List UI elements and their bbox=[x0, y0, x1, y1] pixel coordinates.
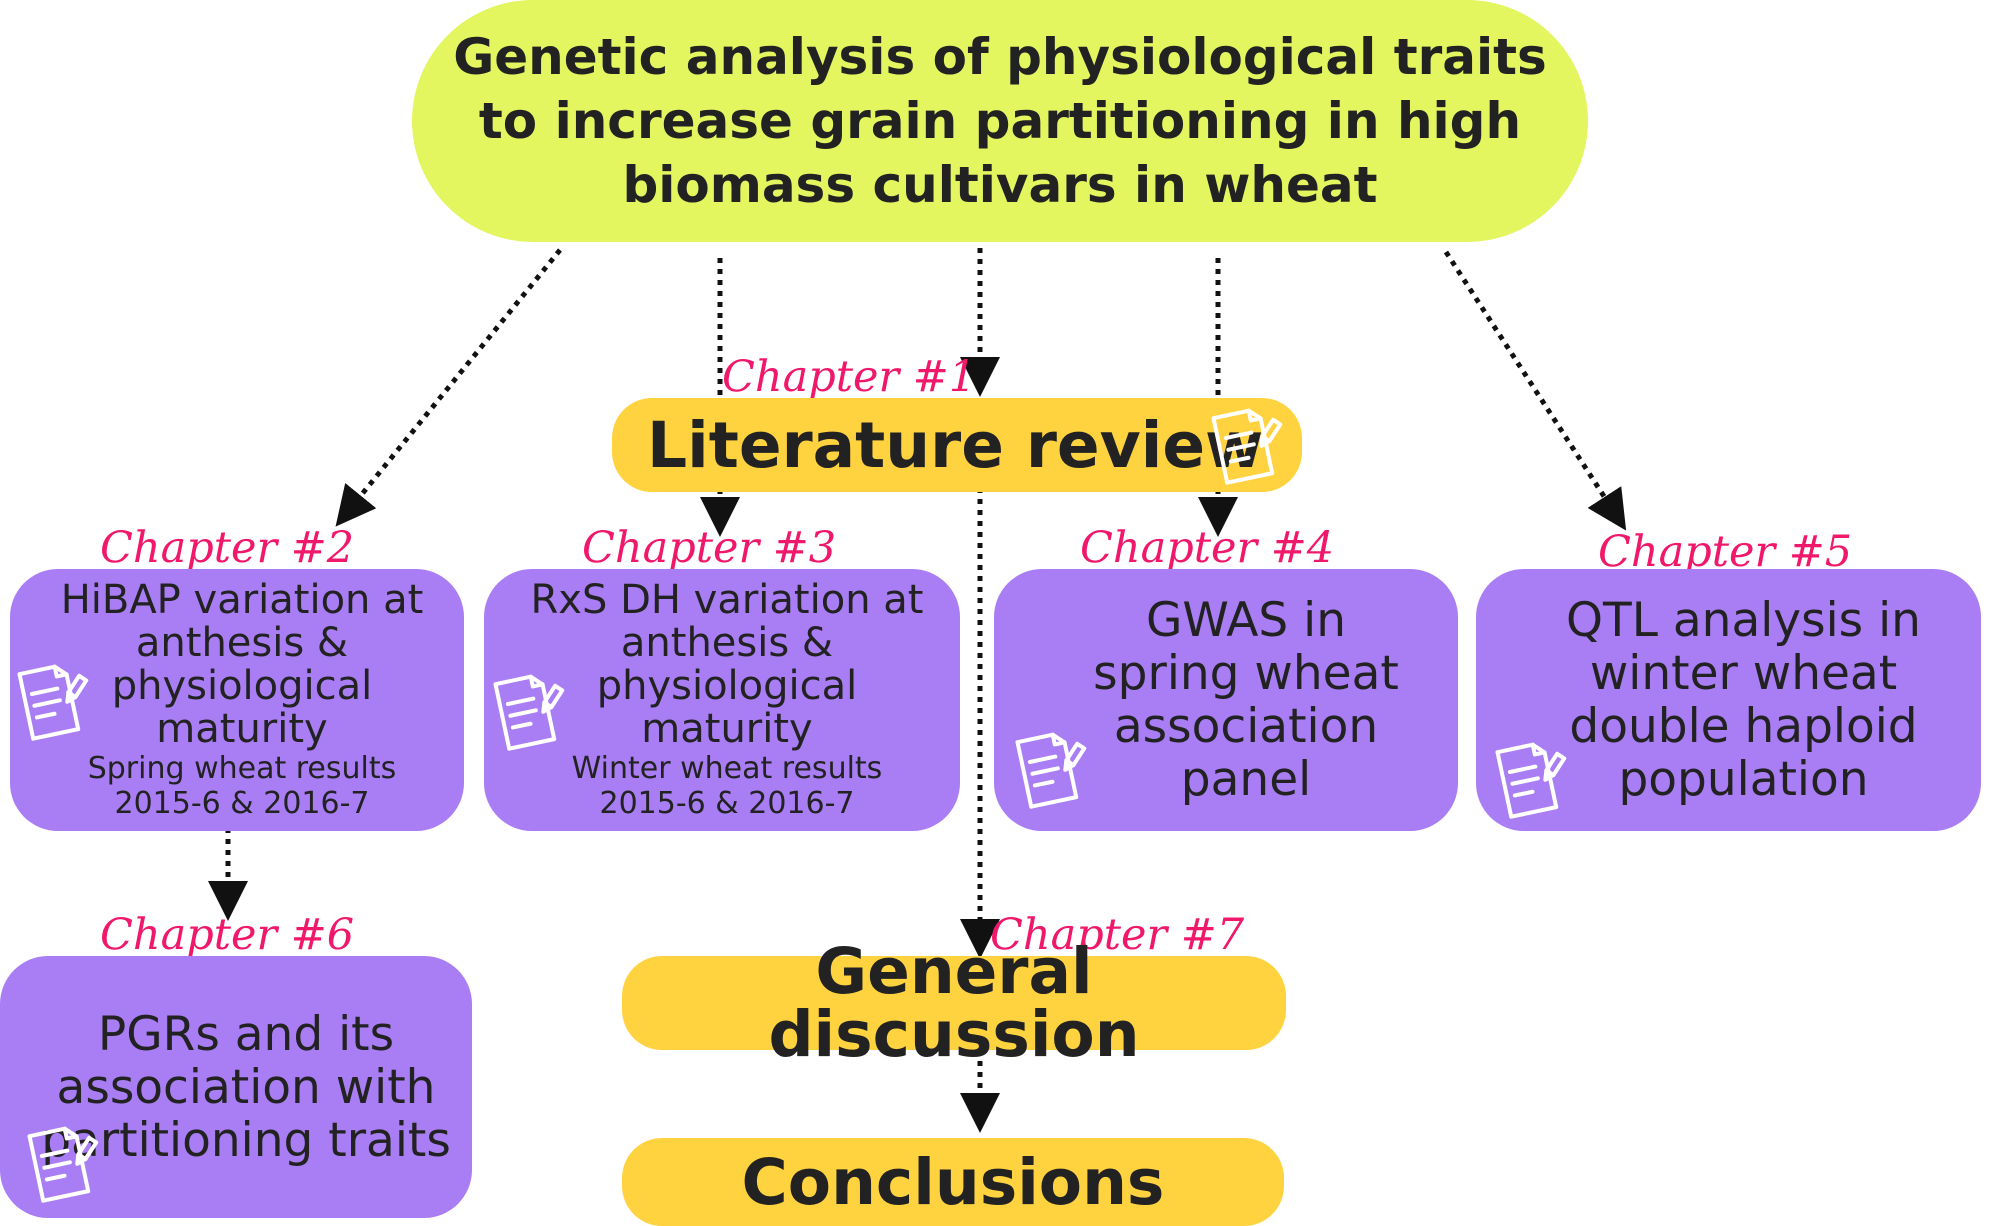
title-text: Genetic analysis of physiological traits… bbox=[453, 28, 1547, 214]
chapter-5-label: Chapter #5 bbox=[1598, 527, 1853, 577]
document-pen-icon bbox=[493, 674, 565, 751]
chapter-3-years: 2015-6 & 2016-7 bbox=[599, 786, 855, 821]
arrow-to-chapter-5 bbox=[1443, 250, 1627, 531]
document-pen-icon bbox=[1495, 742, 1567, 819]
chapter-2-label: Chapter #2 bbox=[100, 523, 355, 573]
document-pen-icon bbox=[17, 664, 89, 741]
chapter-3-label: Chapter #3 bbox=[582, 523, 837, 573]
title-node: Genetic analysis of physiological traits… bbox=[412, 0, 1588, 242]
chapter-6-text: PGRs and its association with partitioni… bbox=[41, 1006, 451, 1168]
conclusions-label: Conclusions bbox=[741, 1145, 1165, 1219]
chapter-2-years: 2015-6 & 2016-7 bbox=[114, 786, 370, 821]
document-pen-icon bbox=[27, 1126, 99, 1203]
chapter-4-label: Chapter #4 bbox=[1080, 523, 1335, 573]
chapter-7-label: Chapter #7 bbox=[990, 910, 1245, 960]
chapter-4-text: GWAS in spring wheat association panel bbox=[1093, 593, 1399, 807]
chapter-3-node: RxS DH variation at anthesis & physiolog… bbox=[484, 569, 960, 831]
chapter-2-node: HiBAP variation at anthesis & physiologi… bbox=[10, 569, 464, 831]
chapter-2-subtitle: Spring wheat results bbox=[87, 751, 397, 786]
chapter-4-node: GWAS in spring wheat association panel bbox=[994, 569, 1458, 831]
document-pen-icon bbox=[1211, 408, 1283, 485]
general-discussion-label: General discussion bbox=[768, 935, 1140, 1071]
document-pen-icon bbox=[1015, 732, 1087, 809]
literature-review-label: Literature review bbox=[647, 408, 1264, 482]
chapter-3-subtitle: Winter wheat results bbox=[571, 751, 883, 786]
general-discussion-node: General discussion bbox=[622, 940, 1286, 1066]
conclusions-node: Conclusions bbox=[622, 1138, 1284, 1226]
chapter-5-text: QTL analysis in winter wheat double hapl… bbox=[1566, 593, 1921, 807]
chapter-1-label: Chapter #1 bbox=[722, 352, 977, 402]
chapter-6-label: Chapter #6 bbox=[100, 910, 355, 960]
arrow-to-chapter-2 bbox=[335, 248, 562, 527]
chapter-5-node: QTL analysis in winter wheat double hapl… bbox=[1476, 569, 1981, 831]
chapter-6-node: PGRs and its association with partitioni… bbox=[0, 956, 472, 1218]
literature-review-node: Literature review bbox=[612, 398, 1302, 492]
chapter-2-text: HiBAP variation at anthesis & physiologi… bbox=[60, 577, 424, 752]
chapter-3-text: RxS DH variation at anthesis & physiolog… bbox=[530, 577, 924, 752]
